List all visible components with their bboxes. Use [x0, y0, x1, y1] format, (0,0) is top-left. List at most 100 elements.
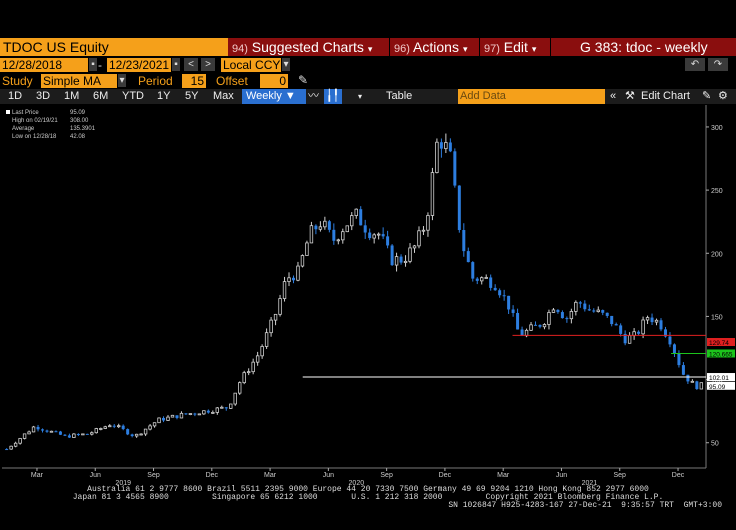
actions-label: Actions — [413, 39, 459, 55]
ticker-field[interactable]: TDOC US Equity — [0, 38, 228, 56]
candle-body — [287, 277, 291, 282]
price-tag-label: 95.09 — [709, 384, 726, 391]
divider — [479, 38, 480, 56]
candle-body — [139, 433, 143, 436]
add-data-input[interactable]: Add Data — [458, 89, 605, 104]
end-date-field[interactable]: 12/23/2021 — [107, 58, 171, 72]
wrench-icon[interactable]: ⚒ — [625, 90, 635, 102]
year-label: 2020 — [349, 480, 365, 486]
range-1y[interactable]: 1Y — [157, 90, 171, 102]
candle-body — [654, 319, 659, 323]
price-tag-label: 120.665 — [709, 351, 733, 358]
candle-body — [215, 407, 220, 413]
prev-arrow-icon[interactable]: < — [184, 58, 198, 71]
candle-body — [403, 260, 408, 263]
candle-body — [641, 319, 645, 335]
calendar-icon[interactable]: ▪ — [89, 58, 97, 71]
range-6m[interactable]: 6M — [93, 90, 109, 102]
candle-body — [484, 277, 488, 279]
candle-body — [345, 225, 349, 233]
legend-value: 308.00 — [70, 118, 89, 124]
table-button[interactable]: Table — [386, 90, 413, 102]
candle-body — [350, 215, 354, 227]
candle-body — [27, 431, 31, 435]
x-tick-label: Mar — [497, 472, 510, 479]
candle-body — [54, 431, 58, 433]
next-arrow-icon[interactable]: > — [201, 58, 215, 71]
range-3d[interactable]: 3D — [36, 90, 51, 102]
legend-value: 95.09 — [70, 110, 86, 116]
y-tick-label: 300 — [711, 125, 723, 132]
redo-icon[interactable]: ↷ — [708, 58, 728, 71]
candle-body — [229, 403, 233, 409]
candle-body — [72, 433, 76, 438]
start-date-field[interactable]: 12/28/2018 — [0, 58, 88, 72]
candle-body — [511, 309, 515, 313]
edit-button[interactable]: 97) Edit ▾ — [484, 38, 536, 56]
suggested-charts-button[interactable]: 94) Suggested Charts ▾ — [232, 38, 372, 56]
period-label: Period — [138, 74, 173, 88]
line-chart-icon[interactable]: 〰 — [308, 90, 319, 102]
chevron-down-icon[interactable]: ▾ — [282, 58, 290, 71]
candle-body — [197, 413, 202, 416]
actions-button[interactable]: 96) Actions ▾ — [394, 38, 467, 56]
range-max[interactable]: Max — [213, 90, 234, 102]
candle-body — [108, 425, 112, 428]
candle-body — [296, 265, 300, 281]
chevron-down-icon[interactable]: ▾ — [358, 92, 363, 101]
window-title: G 383: tdoc - weekly — [580, 39, 708, 55]
candle-body — [22, 433, 27, 439]
range-1m[interactable]: 1M — [64, 90, 80, 102]
range-ytd[interactable]: YTD — [122, 90, 144, 102]
undo-icon[interactable]: ↶ — [685, 58, 705, 71]
offset-input[interactable]: 0 — [260, 74, 288, 88]
candle-body — [273, 313, 278, 321]
frequency-label: Weekly — [246, 90, 282, 102]
currency-select[interactable]: Local CCY — [221, 58, 281, 72]
candle-body — [179, 412, 184, 419]
candle-body — [260, 346, 264, 357]
footer-line-2: Japan 81 3 4565 8900 Singapore 65 6212 1… — [72, 493, 664, 502]
y-tick-label: 250 — [711, 188, 723, 195]
candle-body — [444, 142, 448, 150]
suggested-charts-label: Suggested Charts — [251, 39, 364, 55]
chevron-down-icon: ▾ — [367, 44, 373, 54]
frequency-select[interactable]: Weekly ▼ — [242, 89, 306, 104]
study-type-select[interactable]: Simple MA — [41, 74, 117, 88]
period-input[interactable]: 15 — [182, 74, 206, 88]
annotate-icon[interactable]: ✎ — [702, 90, 712, 102]
candle-body — [376, 233, 381, 236]
edit-label: Edit — [503, 39, 528, 55]
candle-body — [13, 442, 18, 447]
edit-chart-button[interactable]: Edit Chart — [641, 90, 690, 102]
candle-body — [538, 324, 542, 327]
range-1d[interactable]: 1D — [8, 90, 23, 102]
legend-swatch — [6, 134, 10, 138]
candle-body — [502, 295, 506, 297]
candle-body — [202, 410, 206, 415]
calendar-icon[interactable]: ▪ — [172, 58, 180, 71]
candle-body — [690, 380, 695, 383]
candle-body — [90, 432, 94, 435]
candle-body — [565, 318, 569, 320]
pencil-icon[interactable]: ✎ — [298, 73, 309, 87]
candle-body — [282, 281, 287, 299]
candle-body — [453, 151, 457, 186]
collapse-icon[interactable]: « — [610, 90, 617, 102]
legend-low: Low on 12/28/18 42.08 — [6, 133, 96, 141]
candle-body — [605, 312, 609, 316]
chevron-down-icon[interactable]: ▾ — [118, 74, 126, 87]
y-tick-label: 100 — [711, 378, 723, 385]
candle-body — [507, 295, 511, 310]
x-tick-label: Jun — [556, 472, 567, 479]
candle-chart-icon[interactable]: ╽╿ — [324, 89, 342, 104]
settings-icon[interactable]: ⚙ — [718, 90, 728, 102]
candle-body — [556, 309, 560, 313]
legend-average: Average 135.3901 — [6, 125, 96, 133]
candle-body — [574, 301, 578, 312]
candle-body — [619, 325, 623, 334]
price-chart[interactable]: 50 100 150 200 250 300 Mar Jun Sep Dec Mar Jun Sep De… — [0, 105, 736, 486]
suggested-charts-number: 94) — [232, 43, 248, 55]
range-5y[interactable]: 5Y — [185, 90, 199, 102]
candle-body — [242, 372, 246, 384]
